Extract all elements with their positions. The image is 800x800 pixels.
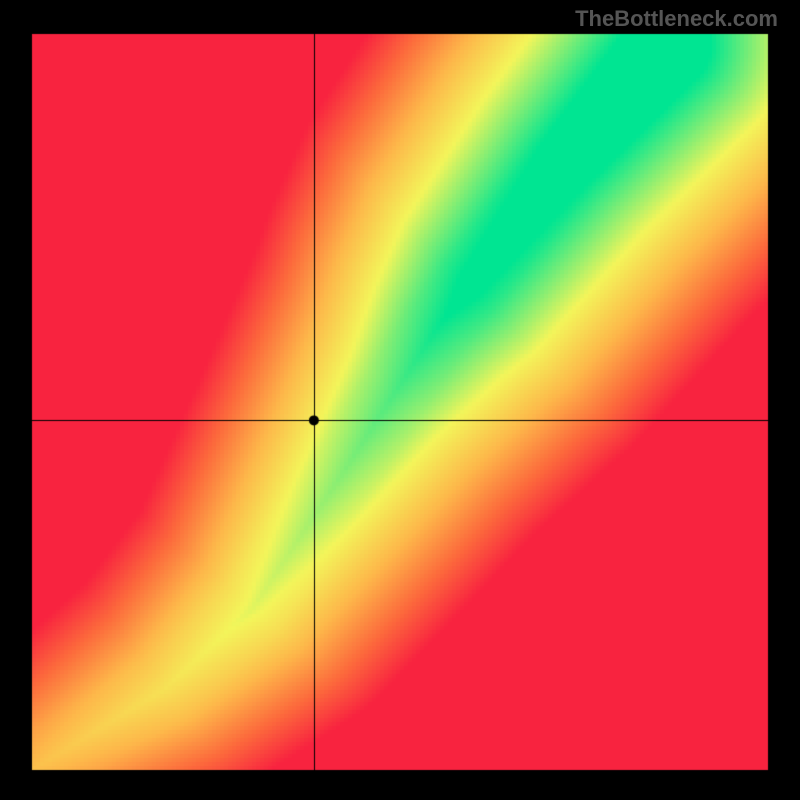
heatmap-canvas: [0, 0, 800, 800]
watermark-text: TheBottleneck.com: [575, 6, 778, 32]
chart-container: TheBottleneck.com: [0, 0, 800, 800]
